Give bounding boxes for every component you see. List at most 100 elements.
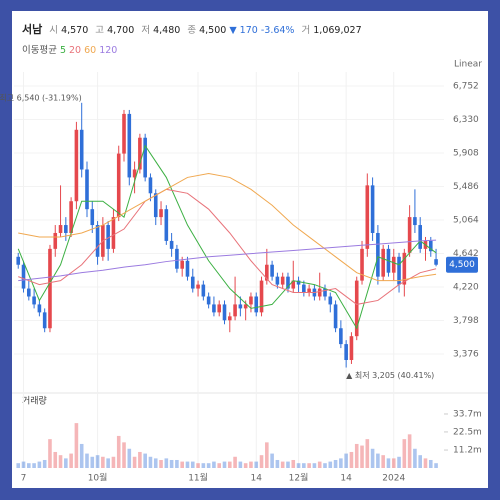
volume-bar bbox=[48, 439, 52, 468]
candle-body bbox=[270, 264, 274, 277]
price-tag bbox=[446, 256, 478, 273]
volume-bar bbox=[328, 461, 333, 468]
volume-bar bbox=[428, 459, 433, 468]
candle-body bbox=[291, 280, 296, 289]
volume-bar bbox=[74, 423, 79, 468]
header: 서남 시 4,570 고 4,700 저 4,480 종 4,500 ▼ 170… bbox=[22, 21, 362, 37]
volume-bar bbox=[196, 463, 200, 468]
candle-body bbox=[185, 260, 190, 277]
volume-bar bbox=[106, 458, 110, 468]
volume-bar bbox=[312, 463, 317, 468]
volume-bar bbox=[418, 455, 422, 468]
candle-body bbox=[302, 284, 306, 293]
vol-tick-label: 33.7m bbox=[453, 409, 482, 419]
volume-bar bbox=[302, 463, 306, 468]
candle-body bbox=[206, 296, 211, 305]
volume-bar bbox=[243, 463, 248, 468]
y-tick-label: 4,642 bbox=[453, 249, 479, 259]
candle-body bbox=[254, 296, 259, 313]
candle-body bbox=[159, 209, 163, 218]
volume-bar bbox=[53, 451, 58, 468]
candle-body bbox=[217, 304, 222, 313]
candle-body bbox=[402, 252, 407, 285]
candle-body bbox=[365, 185, 370, 249]
candle-body bbox=[370, 185, 375, 233]
candle-body bbox=[349, 336, 354, 360]
candle-body bbox=[317, 288, 322, 297]
candle-body bbox=[413, 217, 417, 226]
candle-body bbox=[391, 256, 396, 273]
candle-body bbox=[111, 217, 116, 249]
candle-body bbox=[307, 288, 311, 293]
low-label: 저 bbox=[141, 25, 151, 36]
close: 4,500 bbox=[199, 25, 227, 36]
volume-bar bbox=[386, 458, 391, 468]
volume-bar bbox=[222, 461, 227, 468]
volume-bar bbox=[169, 459, 174, 468]
candle-body bbox=[397, 256, 401, 285]
volume-bar bbox=[90, 456, 95, 468]
candle-body bbox=[212, 304, 216, 313]
candle-body bbox=[201, 284, 206, 297]
candle-body bbox=[354, 280, 359, 337]
volume-bar bbox=[64, 458, 68, 468]
candle-body bbox=[85, 169, 89, 210]
change: ▼ 170 bbox=[229, 25, 258, 36]
candle-body bbox=[333, 304, 338, 329]
volume-bar bbox=[270, 453, 274, 468]
candle-body bbox=[222, 304, 227, 321]
volume-bar bbox=[227, 461, 232, 468]
volume-bar bbox=[206, 463, 211, 468]
volume-bar bbox=[58, 455, 63, 468]
volume-label: 거래량 bbox=[22, 395, 47, 407]
volume-bar bbox=[265, 442, 269, 468]
x-tick-label: 12월 bbox=[289, 472, 309, 484]
volume-bar bbox=[201, 463, 206, 468]
open: 4,570 bbox=[61, 25, 89, 36]
candle-body bbox=[122, 113, 126, 154]
y-tick-label: 3,376 bbox=[453, 349, 479, 359]
open-label: 시 bbox=[49, 25, 59, 36]
volume-bar bbox=[101, 456, 105, 468]
volume-bar bbox=[111, 456, 116, 468]
low: 4,480 bbox=[153, 25, 181, 36]
volume-bar bbox=[95, 455, 100, 468]
high: 4,700 bbox=[107, 25, 135, 36]
volume-bar bbox=[127, 448, 132, 468]
volume-bar bbox=[138, 451, 142, 468]
candle-body bbox=[175, 248, 179, 269]
volume-bar bbox=[317, 461, 322, 468]
stock-name: 서남 bbox=[22, 23, 43, 36]
volume-bar bbox=[376, 453, 380, 468]
candle-body bbox=[381, 248, 385, 277]
ma-line bbox=[18, 239, 437, 282]
volume-bar bbox=[259, 455, 264, 468]
volume-bar bbox=[349, 451, 354, 468]
vol-tick-label: 22.5m bbox=[453, 427, 482, 437]
volume-bar bbox=[275, 459, 280, 468]
candle-body bbox=[190, 276, 195, 289]
candle-body bbox=[53, 232, 58, 249]
candle-body bbox=[259, 280, 264, 313]
volume-bar bbox=[233, 456, 237, 468]
volume-bar bbox=[122, 442, 126, 468]
scale-label: Linear bbox=[454, 60, 482, 70]
volume-bar bbox=[180, 461, 184, 468]
candle-body bbox=[106, 225, 110, 249]
high-label: 고 bbox=[95, 25, 105, 36]
x-tick-label: 10월 bbox=[88, 472, 108, 484]
candle-body bbox=[37, 304, 42, 313]
legend-entry: 5 bbox=[59, 45, 67, 56]
candle-body bbox=[21, 264, 26, 289]
volume-bar bbox=[407, 434, 412, 468]
y-tick-label: 3,798 bbox=[453, 316, 479, 326]
x-tick-label: 11월 bbox=[188, 472, 208, 484]
x-tick-label: 7 bbox=[21, 474, 27, 484]
candle-body bbox=[42, 312, 47, 329]
volume-bar bbox=[286, 461, 290, 468]
volume-bar bbox=[402, 439, 407, 468]
candle-body bbox=[69, 201, 73, 233]
volume-bar bbox=[16, 463, 21, 468]
volume-bar bbox=[413, 448, 417, 468]
candle-body bbox=[148, 177, 153, 194]
